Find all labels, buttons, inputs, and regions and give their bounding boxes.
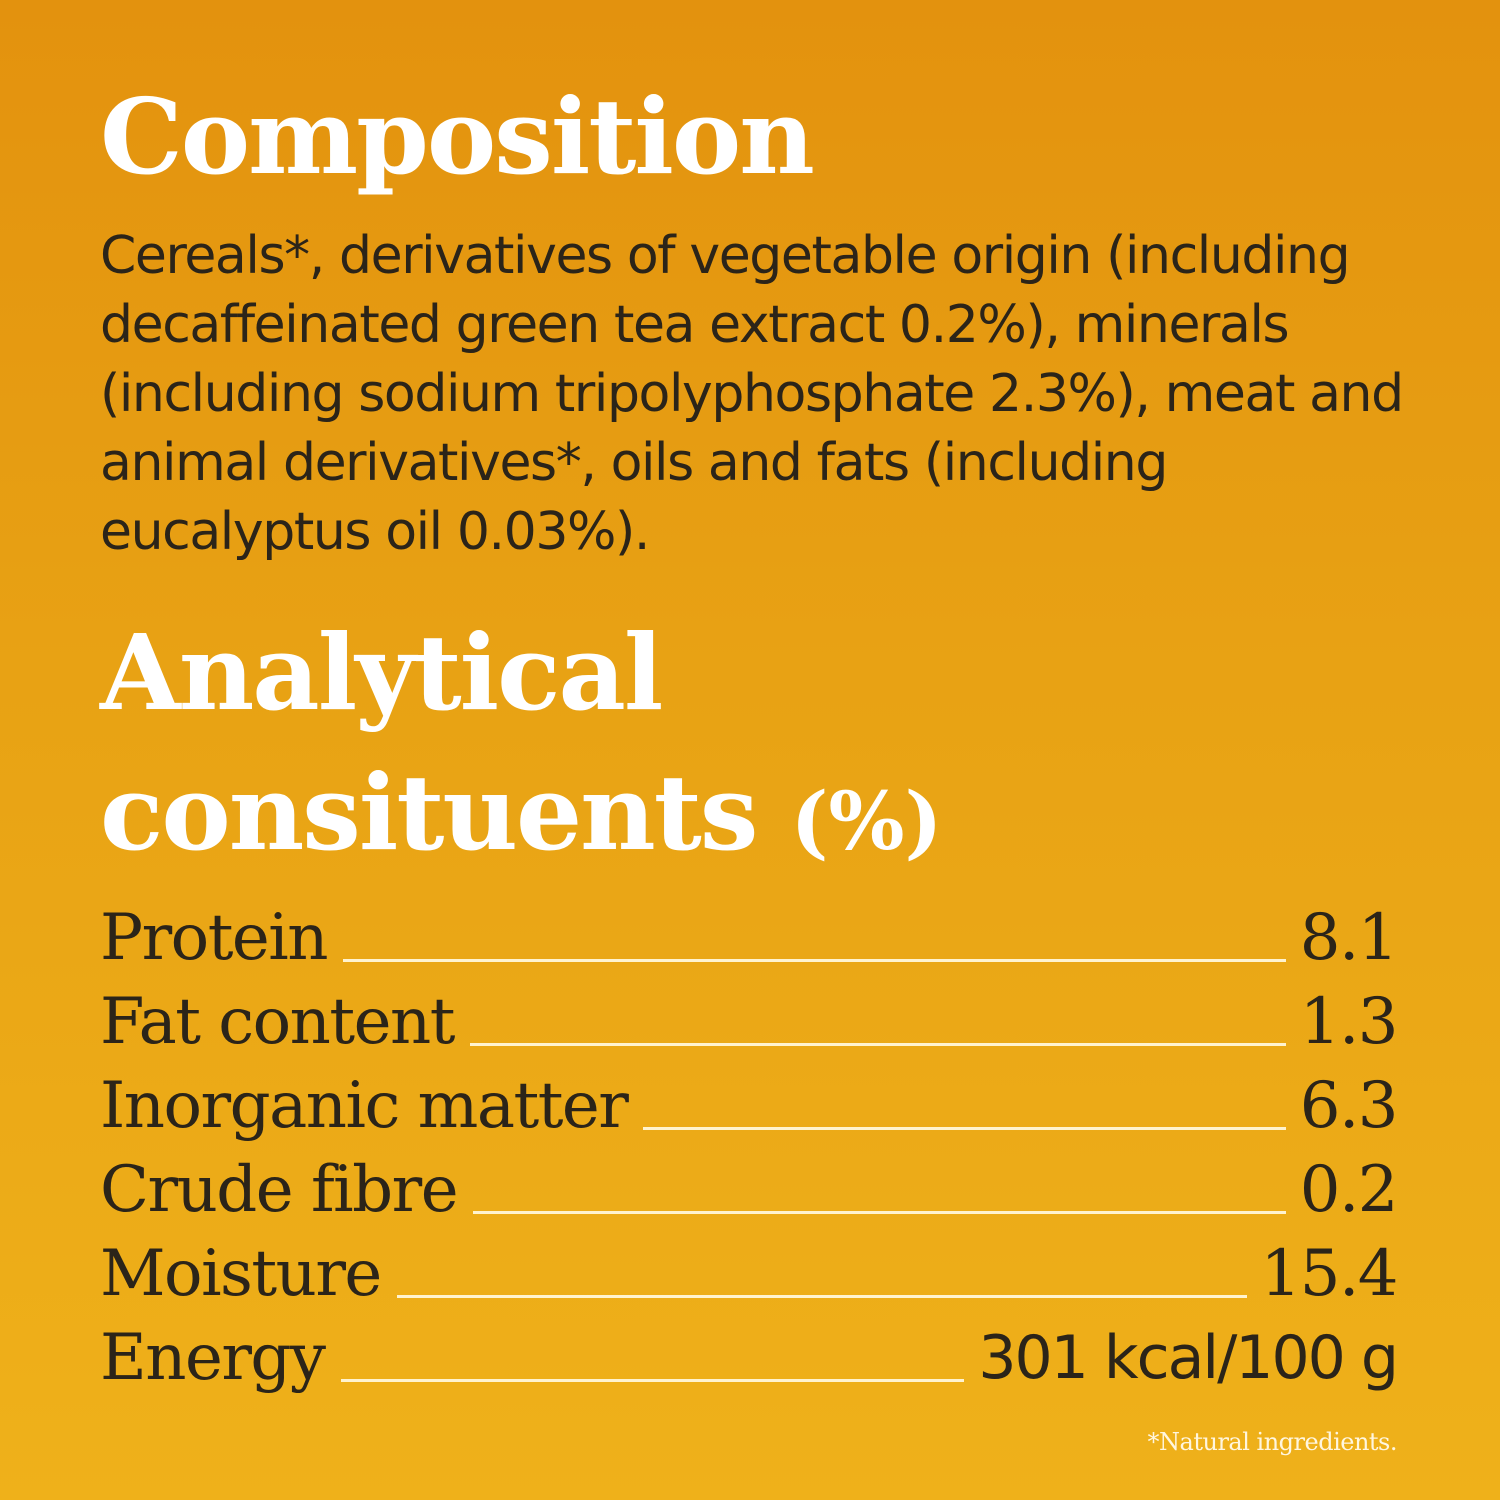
table-row: Protein 8.1: [100, 896, 1399, 980]
percent-unit: (%): [790, 774, 943, 868]
leader-line: [473, 1211, 1286, 1214]
constituents-heading: consituents (%): [100, 748, 942, 886]
leader-line: [396, 1295, 1247, 1298]
leader-line: [469, 1043, 1286, 1046]
composition-text: Cereals*, derivatives of vegetable origi…: [100, 226, 1404, 562]
leader-line: [643, 1127, 1286, 1130]
row-value: 0.2: [1299, 1153, 1399, 1227]
leader-line: [340, 1379, 965, 1382]
row-label: Protein: [100, 901, 328, 975]
table-row: Fat content 1.3: [100, 980, 1399, 1064]
row-label: Fat content: [100, 985, 455, 1059]
row-label: Energy: [100, 1321, 326, 1395]
table-row: Moisture 15.4: [100, 1232, 1399, 1316]
leader-line: [342, 959, 1286, 962]
footnote: *Natural ingredients.: [1147, 1428, 1398, 1456]
table-row: Energy 301 kcal/100 g: [100, 1316, 1399, 1400]
row-value: 1.3: [1299, 985, 1399, 1059]
row-value: 6.3: [1299, 1069, 1399, 1143]
row-label: Moisture: [100, 1237, 382, 1311]
table-row: Crude fibre 0.2: [100, 1148, 1399, 1232]
analytical-table: Protein 8.1 Fat content 1.3 Inorganic ma…: [100, 896, 1399, 1400]
row-value: 8.1: [1299, 901, 1399, 975]
label-panel: Composition Cereals*, derivatives of veg…: [100, 0, 1404, 1500]
analytical-heading: Analytical: [100, 611, 663, 734]
constituents-heading-text: consituents: [100, 751, 758, 874]
row-label: Inorganic matter: [100, 1069, 629, 1143]
composition-heading: Composition: [100, 75, 815, 198]
row-value: 301 kcal/100 g: [978, 1323, 1399, 1393]
table-row: Inorganic matter 6.3: [100, 1064, 1399, 1148]
row-label: Crude fibre: [100, 1153, 459, 1227]
row-value: 15.4: [1260, 1237, 1399, 1311]
